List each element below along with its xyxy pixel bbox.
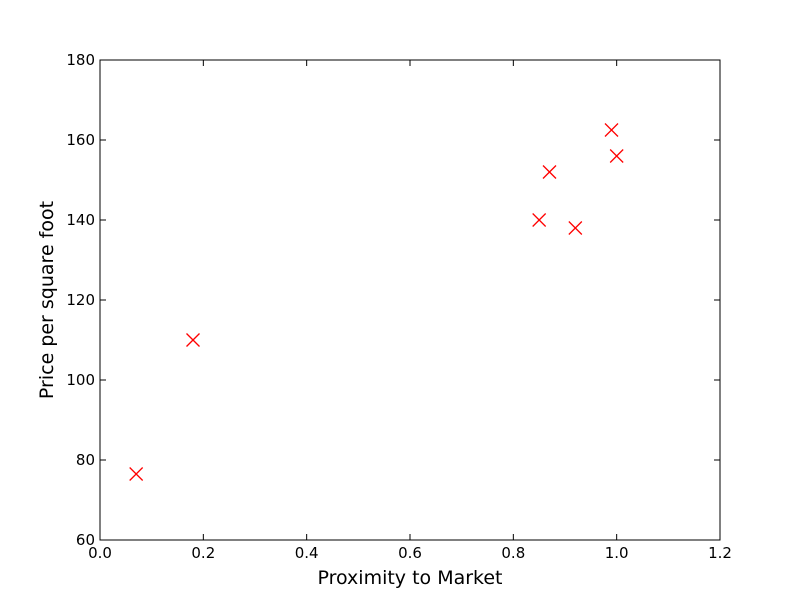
x-tick-label: 0.8	[501, 544, 525, 562]
y-axis-label: Price per square foot	[36, 201, 58, 399]
data-point	[129, 467, 144, 481]
x-tick-label: 0.6	[398, 544, 422, 562]
x-tick-label: 1.0	[605, 544, 629, 562]
data-point	[609, 149, 624, 163]
data-point	[604, 123, 619, 137]
y-tick-label: 140	[66, 211, 95, 229]
y-tick-label: 160	[66, 131, 95, 149]
data-point	[542, 165, 557, 179]
x-axis-label: Proximity to Market	[317, 567, 502, 589]
ticks-layer: 0.0 0.2 0.4 0.6 0.8 1.0 1.2 60 80 100 120 140 160 180	[66, 51, 732, 562]
x-tick-label: 0.0	[88, 544, 112, 562]
y-tick-label: 60	[76, 531, 95, 549]
x-tick-label: 0.4	[295, 544, 319, 562]
y-tick-label: 80	[76, 451, 95, 469]
y-tick-label: 100	[66, 371, 95, 389]
y-tick-label: 180	[66, 51, 95, 69]
data-point	[568, 221, 583, 235]
points-layer	[129, 123, 624, 481]
plot-frame	[99, 59, 721, 541]
data-point	[532, 213, 547, 227]
y-tick-label: 120	[66, 291, 95, 309]
x-tick-label: 1.2	[708, 544, 732, 562]
data-point	[186, 333, 200, 347]
x-tick-label: 0.2	[191, 544, 215, 562]
